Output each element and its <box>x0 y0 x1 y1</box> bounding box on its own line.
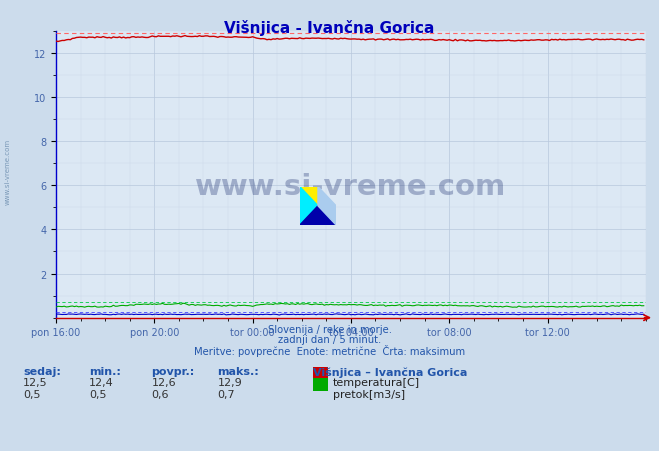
Text: 0,6: 0,6 <box>152 389 169 399</box>
Text: Meritve: povprečne  Enote: metrične  Črta: maksimum: Meritve: povprečne Enote: metrične Črta:… <box>194 345 465 357</box>
Text: www.si-vreme.com: www.si-vreme.com <box>5 138 11 204</box>
Polygon shape <box>318 187 336 226</box>
Text: temperatura[C]: temperatura[C] <box>333 377 420 387</box>
Text: sedaj:: sedaj: <box>23 366 61 376</box>
Text: zadnji dan / 5 minut.: zadnji dan / 5 minut. <box>278 335 381 345</box>
Text: 0,5: 0,5 <box>89 389 107 399</box>
Text: 12,9: 12,9 <box>217 377 243 387</box>
Text: 12,6: 12,6 <box>152 377 176 387</box>
Text: www.si-vreme.com: www.si-vreme.com <box>195 172 507 200</box>
Text: 12,5: 12,5 <box>23 377 47 387</box>
Text: povpr.:: povpr.: <box>152 366 195 376</box>
Text: Slovenija / reke in morje.: Slovenija / reke in morje. <box>268 325 391 335</box>
Text: pretok[m3/s]: pretok[m3/s] <box>333 389 405 399</box>
Text: 0,7: 0,7 <box>217 389 235 399</box>
Polygon shape <box>300 187 318 206</box>
Polygon shape <box>300 187 318 226</box>
Text: 12,4: 12,4 <box>89 377 114 387</box>
Text: 0,5: 0,5 <box>23 389 41 399</box>
Text: min.:: min.: <box>89 366 121 376</box>
Text: Višnjica - Ivančna Gorica: Višnjica - Ivančna Gorica <box>224 20 435 36</box>
Text: maks.:: maks.: <box>217 366 259 376</box>
Polygon shape <box>300 206 336 226</box>
Text: Višnjica – Ivančna Gorica: Višnjica – Ivančna Gorica <box>313 366 467 377</box>
